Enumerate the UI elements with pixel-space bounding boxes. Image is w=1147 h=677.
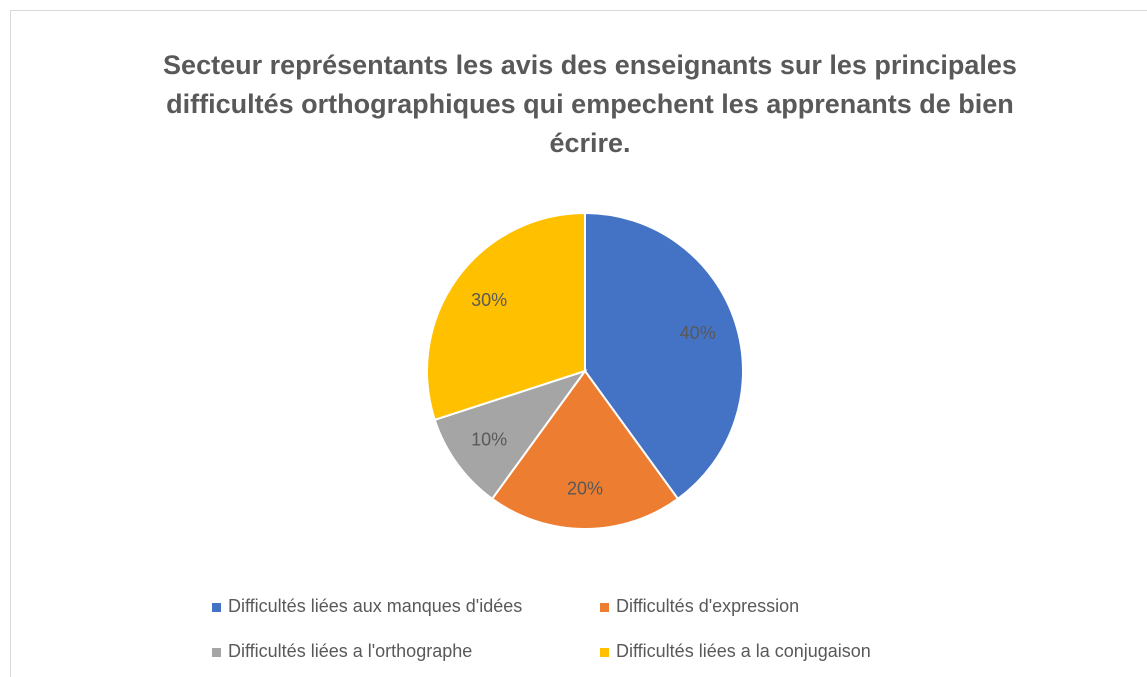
legend-label: Difficultés liées aux manques d'idées — [228, 596, 522, 616]
data-label: 30% — [471, 290, 507, 310]
legend-marker — [212, 603, 221, 612]
legend-marker — [600, 603, 609, 612]
pie-slice — [490, 369, 680, 530]
chart-title: Secteur représentants les avis des ensei… — [163, 50, 1017, 158]
data-label: 40% — [680, 323, 716, 343]
legend-marker — [212, 648, 221, 657]
legend-label: Difficultés liées a la conjugaison — [616, 641, 871, 661]
legend-label: Difficultés d'expression — [616, 596, 799, 616]
data-label: 20% — [567, 478, 603, 498]
pie-slice — [433, 369, 588, 501]
legend-marker — [600, 648, 609, 657]
pie-slice — [426, 211, 586, 422]
chart-border — [10, 10, 1147, 677]
legend-label: Difficultés liées a l'orthographe — [228, 641, 472, 661]
pie-slice — [584, 211, 744, 501]
data-label: 10% — [471, 429, 507, 449]
